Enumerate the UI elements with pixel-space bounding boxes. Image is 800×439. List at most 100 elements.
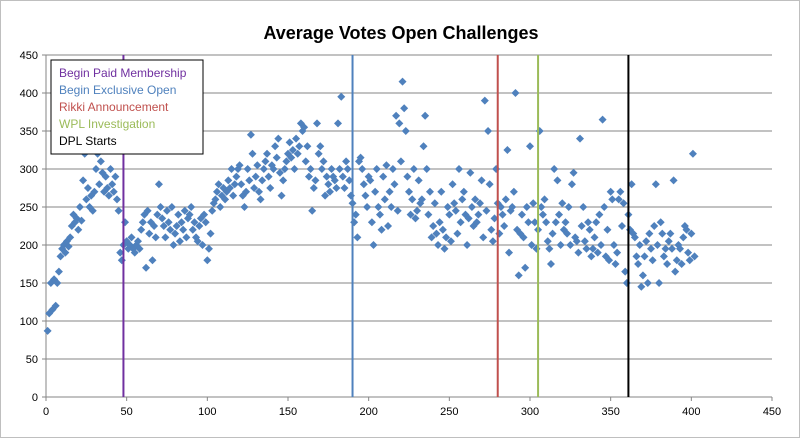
data-point [317,165,326,173]
data-point [522,203,531,211]
y-tick-label: 0 [32,392,38,404]
data-point [166,225,175,234]
data-point [230,180,239,189]
legend-entry: DPL Starts [59,134,117,148]
data-point [550,165,559,173]
data-point [440,244,449,253]
legend-entry: Begin Exclusive Open [59,83,176,97]
data-point [669,176,678,185]
data-point [353,233,362,242]
data-point [576,134,585,143]
data-point [405,187,413,196]
data-point [403,172,412,181]
data-point [395,119,404,128]
data-point [79,176,88,185]
data-point [538,210,547,219]
data-point [338,172,347,181]
data-point [156,203,165,211]
data-point [540,195,549,204]
data-point [588,244,597,253]
data-point [492,165,501,173]
data-point [179,225,188,234]
data-point [363,203,372,211]
data-point [301,157,310,166]
data-point [371,187,380,196]
data-point [232,172,241,181]
x-tick-label: 100 [198,406,216,418]
data-point [274,134,283,143]
x-tick-label: 400 [682,406,700,418]
data-point [384,222,393,230]
legend-entry: Rikki Announcement [59,100,169,114]
data-point [248,149,257,158]
data-point [164,218,173,227]
data-point [258,176,267,185]
data-point [521,263,530,272]
data-point [632,252,641,261]
data-point [104,191,113,200]
data-point [150,222,159,230]
data-point [121,218,130,227]
data-point [672,256,681,265]
data-point [311,176,320,185]
data-point [530,218,539,227]
data-point [645,229,654,238]
data-point [345,176,354,185]
data-point [109,187,118,196]
data-point [382,161,391,170]
data-point [122,237,131,246]
data-point [548,229,557,238]
data-point [611,260,620,268]
data-point [290,165,299,173]
data-point [313,119,322,128]
data-point [90,187,99,196]
data-point [456,218,465,227]
data-point [206,229,215,238]
data-point [453,229,462,238]
data-point [401,127,410,135]
data-point [314,149,323,158]
legend-entry: WPL Investigation [59,117,155,131]
data-point [138,218,147,227]
data-point [106,165,115,173]
data-point [280,165,289,173]
data-point [293,149,302,158]
data-point [242,187,251,196]
data-point [53,279,62,287]
data-point [609,241,618,249]
data-point [154,180,163,189]
data-point [590,233,599,242]
x-tick-label: 150 [279,406,297,418]
data-point [151,233,160,242]
data-point [455,165,464,173]
data-point [414,176,423,185]
data-point [637,282,646,291]
data-point [188,225,197,234]
data-point [585,225,594,234]
data-point [413,206,422,215]
data-point [330,176,339,185]
data-point [135,244,144,253]
data-point [114,206,123,215]
data-point [56,252,65,261]
data-point [198,241,207,249]
data-point [224,176,233,185]
data-point [472,218,481,227]
y-tick-label: 100 [20,316,38,328]
data-point [346,191,355,200]
x-tick-label: 450 [763,406,781,418]
data-point [658,229,667,238]
data-point [388,165,397,173]
data-point [332,184,341,192]
data-point [83,184,92,192]
data-point [358,165,367,173]
data-point [508,203,517,211]
data-point [511,89,520,97]
data-point [484,127,493,135]
data-point [495,229,504,238]
data-point [327,165,336,173]
data-point [663,260,672,268]
data-point [619,199,628,208]
data-point [659,252,668,261]
data-point [277,191,286,200]
